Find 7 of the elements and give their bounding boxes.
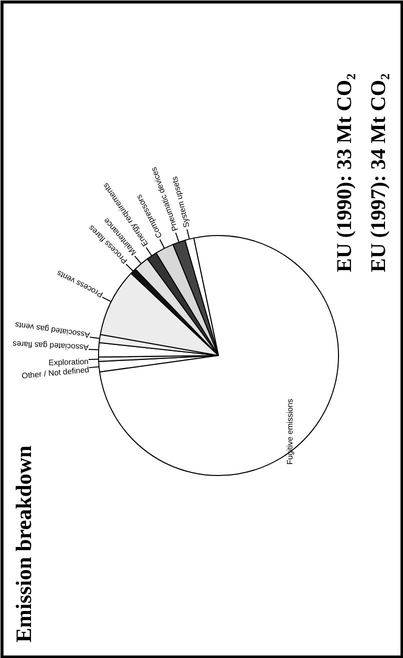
text: Emission breakdown [10,444,36,642]
slice-label: Exploration [48,356,88,367]
slice-label: Associated gas vents [14,320,90,340]
text: EU (1990): 33 Mt CO₂ [332,72,356,272]
slice-label: Fugitive emissions [285,398,294,464]
slice-label: Associated gas flares [12,338,88,352]
text: EU (1997): 34 Mt CO₂ [366,72,390,272]
